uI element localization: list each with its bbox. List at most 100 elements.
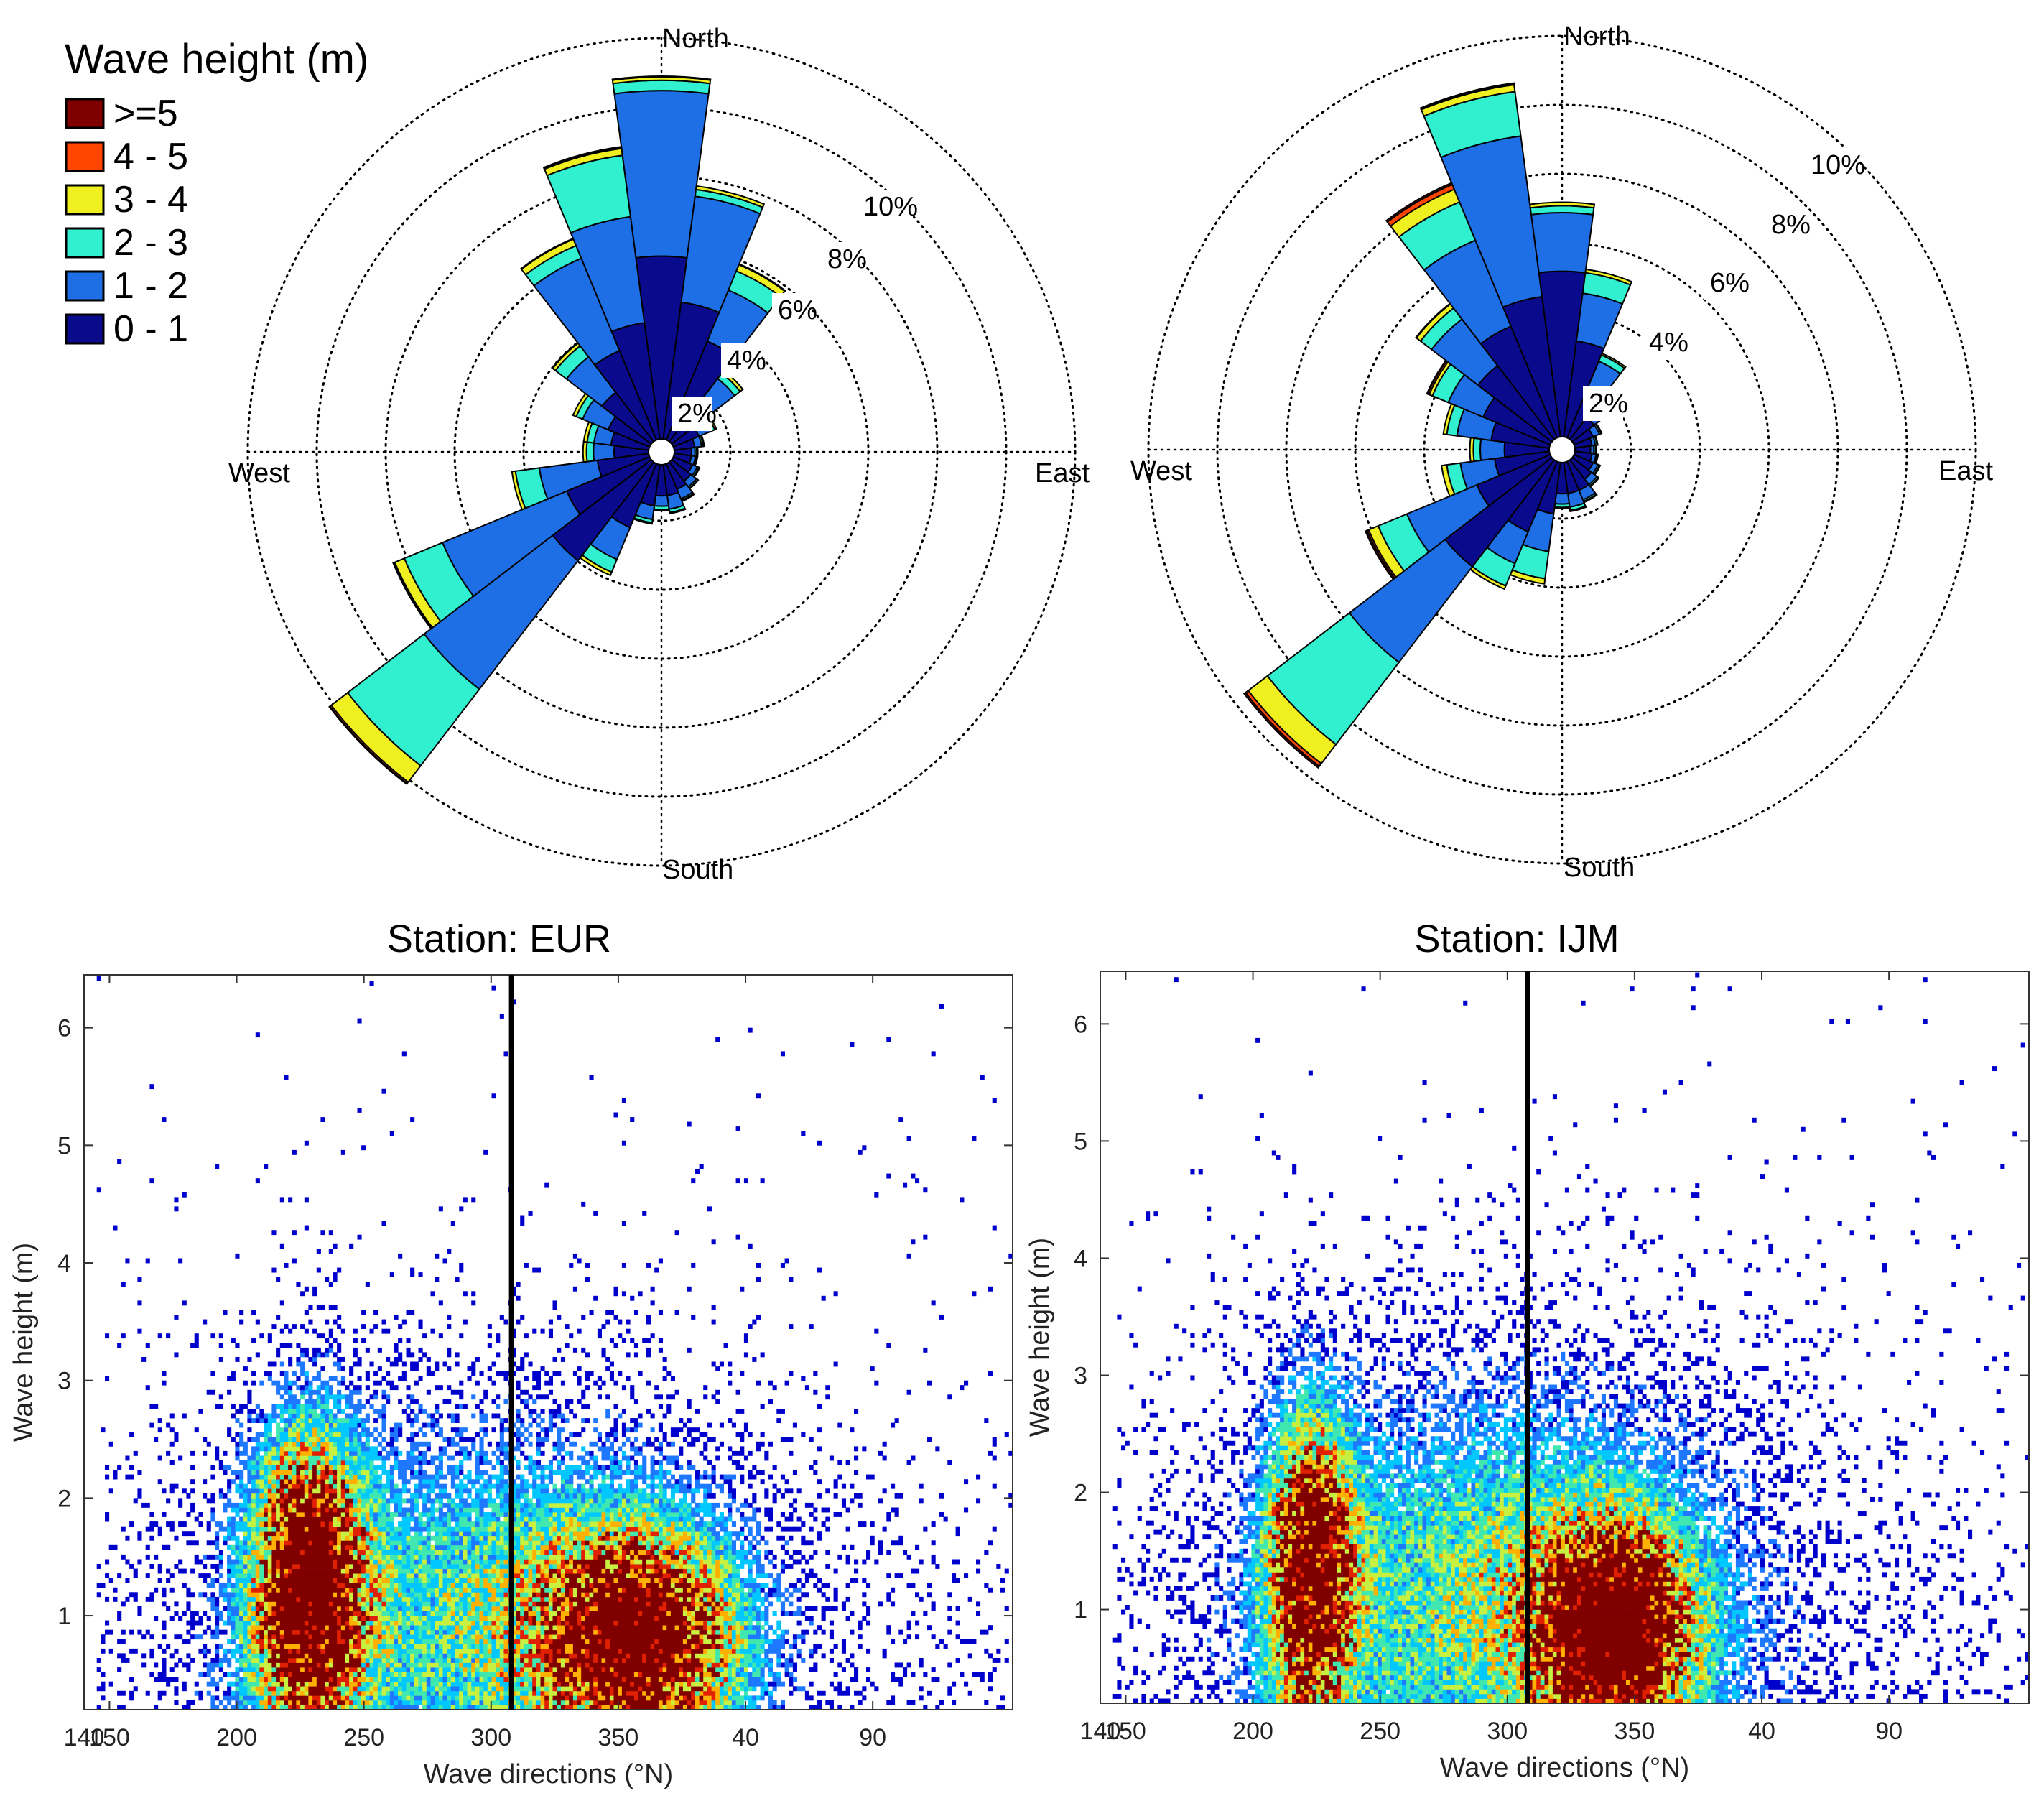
heatmap-cell bbox=[125, 1535, 130, 1541]
heatmap-cell bbox=[435, 1616, 440, 1621]
heatmap-cell bbox=[401, 1653, 407, 1659]
heatmap-cell bbox=[361, 1493, 366, 1499]
heatmap-cell bbox=[491, 1093, 496, 1099]
heatmap-cell bbox=[394, 1672, 399, 1677]
heatmap-cell bbox=[487, 1686, 492, 1692]
heatmap-cell bbox=[455, 1564, 460, 1569]
heatmap-cell bbox=[243, 1644, 248, 1649]
heatmap-cell bbox=[491, 1653, 496, 1659]
heatmap-cell bbox=[377, 1592, 382, 1598]
heatmap-cell bbox=[422, 1474, 427, 1480]
heatmap-cell bbox=[101, 1686, 106, 1692]
heatmap-cell bbox=[447, 1601, 452, 1607]
heatmap-cell bbox=[487, 1639, 492, 1644]
heatmap-cell bbox=[300, 1498, 305, 1504]
heatmap-cell bbox=[227, 1559, 232, 1565]
heatmap-cell bbox=[447, 1596, 452, 1602]
heatmap-cell bbox=[471, 1521, 476, 1527]
heatmap-cell bbox=[340, 1578, 345, 1583]
heatmap-cell bbox=[447, 1578, 452, 1583]
heatmap-cell bbox=[345, 1700, 350, 1705]
heatmap-cell bbox=[267, 1606, 272, 1611]
heatmap-cell bbox=[279, 1516, 284, 1522]
heatmap-cell bbox=[304, 1507, 309, 1513]
heatmap-cell bbox=[276, 1616, 281, 1621]
heatmap-cell bbox=[459, 1564, 464, 1569]
heatmap-cell bbox=[133, 1592, 138, 1598]
heatmap-cell bbox=[389, 1361, 394, 1367]
heatmap-cell bbox=[333, 1587, 338, 1593]
heatmap-cell bbox=[377, 1611, 382, 1616]
heatmap-cell bbox=[162, 1658, 167, 1663]
heatmap-cell bbox=[320, 1601, 325, 1607]
heatmap-cell bbox=[300, 1531, 305, 1537]
heatmap-cell bbox=[292, 1455, 297, 1461]
heatmap-cell bbox=[467, 1450, 472, 1456]
heatmap-cell bbox=[455, 1592, 460, 1598]
heatmap-cell bbox=[422, 1616, 427, 1621]
heatmap-cell bbox=[435, 1568, 440, 1574]
heatmap-cell bbox=[353, 1450, 358, 1456]
heatmap-cell bbox=[471, 1644, 476, 1649]
heatmap-cell bbox=[447, 1564, 452, 1569]
heatmap-cell bbox=[279, 1616, 284, 1621]
heatmap-cell bbox=[333, 1644, 338, 1649]
heatmap-cell bbox=[304, 1587, 309, 1593]
heatmap-cell bbox=[483, 1483, 488, 1489]
heatmap-cell bbox=[231, 1371, 236, 1376]
heatmap-cell bbox=[496, 1644, 501, 1649]
heatmap-cell bbox=[345, 1554, 350, 1560]
heatmap-cell bbox=[389, 1639, 394, 1644]
heatmap-cell bbox=[426, 1686, 431, 1692]
heatmap-cell bbox=[475, 1611, 480, 1616]
heatmap-cell bbox=[312, 1564, 317, 1569]
heatmap-cell bbox=[259, 1432, 264, 1437]
heatmap-cell bbox=[450, 1583, 455, 1588]
heatmap-cell bbox=[471, 1681, 476, 1687]
heatmap-cell bbox=[475, 1601, 480, 1607]
heatmap-cell bbox=[345, 1653, 350, 1659]
heatmap-cell bbox=[394, 1705, 399, 1710]
heatmap-cell bbox=[373, 1380, 378, 1386]
heatmap-cell bbox=[418, 1564, 423, 1569]
heatmap-cell bbox=[288, 1648, 293, 1654]
heatmap-cell bbox=[279, 1658, 284, 1663]
heatmap-cell bbox=[463, 1550, 468, 1555]
heatmap-cell bbox=[333, 1319, 338, 1325]
heatmap-cell bbox=[129, 1465, 134, 1470]
heatmap-cell bbox=[333, 1592, 338, 1598]
heatmap-cell bbox=[267, 1686, 272, 1692]
heatmap-cell bbox=[154, 1437, 159, 1442]
heatmap-cell bbox=[373, 1544, 378, 1550]
heatmap-cell bbox=[251, 1554, 256, 1560]
heatmap-cell bbox=[430, 1512, 435, 1517]
heatmap-cell bbox=[271, 1324, 277, 1329]
heatmap-cell bbox=[401, 1578, 407, 1583]
heatmap-cell bbox=[406, 1690, 411, 1696]
heatmap-cell bbox=[235, 1507, 240, 1513]
heatmap-cell bbox=[292, 1629, 297, 1635]
heatmap-cell bbox=[349, 1568, 354, 1574]
heatmap-cell bbox=[203, 1319, 208, 1325]
heatmap-cell bbox=[475, 1488, 480, 1494]
ring-label-1: 4% bbox=[1649, 328, 1688, 358]
heatmap-cell bbox=[447, 1705, 452, 1710]
heatmap-cell bbox=[349, 1521, 354, 1527]
compass-north-label: North bbox=[1564, 22, 1630, 52]
heatmap-cell bbox=[235, 1695, 240, 1701]
heatmap-cell bbox=[386, 1681, 391, 1687]
heatmap-cell bbox=[316, 1432, 321, 1437]
heatmap-cell bbox=[215, 1620, 220, 1626]
heatmap-cell bbox=[479, 1681, 484, 1687]
heatmap-cell bbox=[206, 1662, 211, 1668]
heatmap-cell bbox=[292, 1324, 297, 1329]
heatmap-cell bbox=[426, 1422, 431, 1428]
heatmap-cell bbox=[435, 1493, 440, 1499]
heatmap-cell bbox=[259, 1686, 264, 1692]
heatmap-cell bbox=[479, 1413, 484, 1419]
heatmap-cell bbox=[398, 1554, 403, 1560]
heatmap-cell bbox=[145, 1629, 150, 1635]
heatmap-cell bbox=[239, 1450, 244, 1456]
heatmap-cell bbox=[398, 1338, 403, 1343]
heatmap-cell bbox=[243, 1583, 248, 1588]
